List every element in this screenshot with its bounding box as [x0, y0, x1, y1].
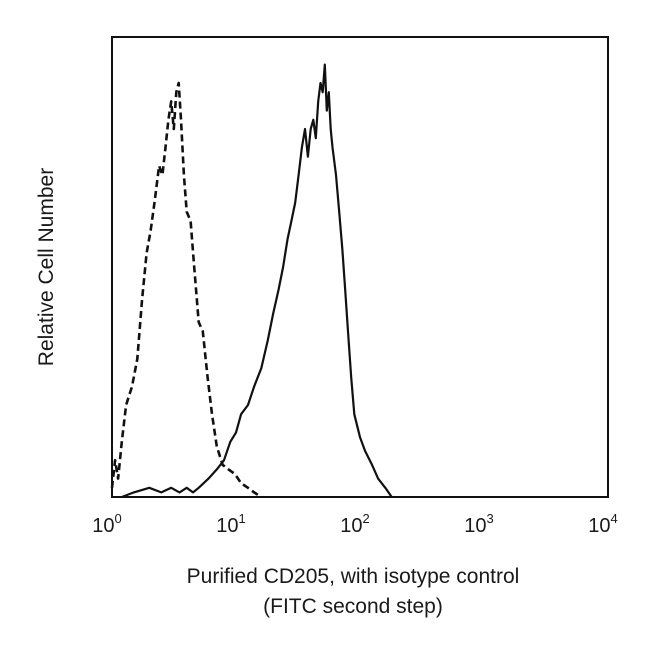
isotype-control-histogram: [110, 81, 262, 499]
x-axis-title-line-2: (FITC second step): [263, 595, 443, 618]
x-tick-label: 102: [340, 511, 369, 537]
series-layer: [110, 63, 393, 499]
y-axis-title: Relative Cell Number: [35, 168, 58, 366]
x-tick-label: 104: [588, 511, 617, 537]
plot-frame: [111, 36, 609, 498]
x-tick-labels: 100 101 102 103 104: [92, 511, 617, 537]
cd205-histogram: [121, 63, 393, 499]
x-tick-label: 103: [464, 511, 493, 537]
x-axis-title-line-1: Purified CD205, with isotype control: [187, 565, 520, 588]
x-tick-label: 101: [216, 511, 245, 537]
x-tick-label: 100: [92, 511, 121, 537]
